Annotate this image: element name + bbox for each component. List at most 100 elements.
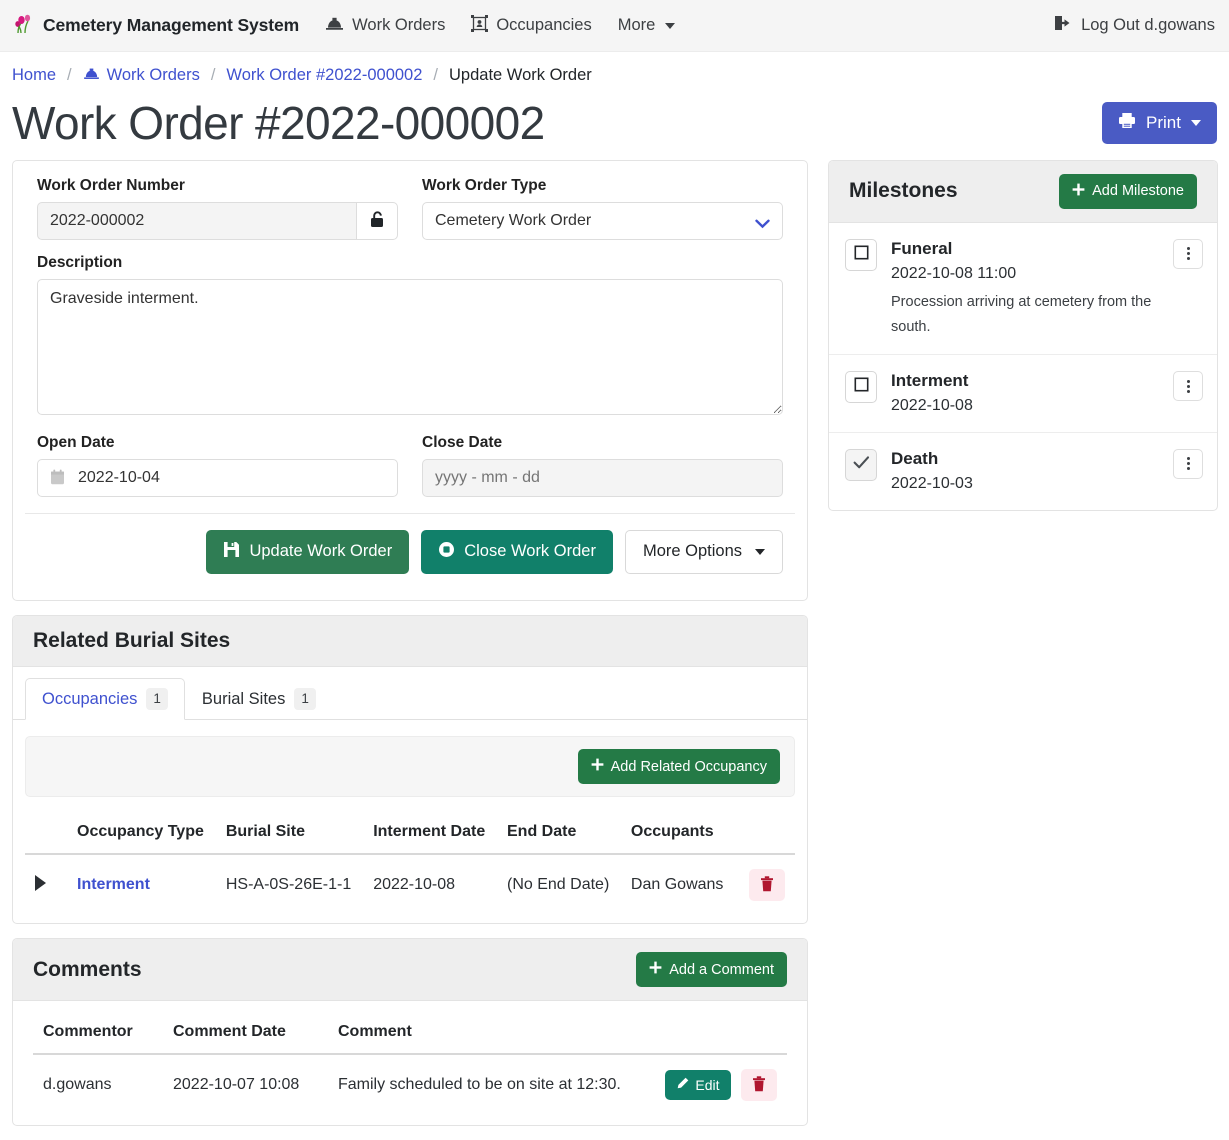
occupancies-table-body: Interment HS-A-0S-26E-1-1 2022-10-08 (No… — [25, 854, 795, 915]
nav-item-occupancies[interactable]: Occupancies — [471, 14, 592, 37]
col-expand — [25, 811, 67, 856]
delete-comment-button[interactable] — [741, 1069, 777, 1102]
milestone-menu-button[interactable] — [1173, 238, 1203, 269]
col-interment-date: Interment Date — [363, 811, 497, 856]
milestones-header: Milestones Add Milestone — [829, 160, 1217, 223]
hard-hat-icon — [83, 66, 100, 85]
cell-actions — [735, 854, 795, 915]
nav-item-work-orders[interactable]: Work Orders — [325, 16, 445, 36]
milestones-title: Milestones — [849, 179, 958, 203]
pencil-icon — [676, 1077, 689, 1093]
unlock-button[interactable] — [356, 201, 398, 240]
kebab-menu-icon — [1186, 379, 1190, 383]
milestone-checkbox[interactable] — [845, 371, 877, 404]
kebab-menu-icon — [1186, 384, 1190, 388]
occupancies-header-row: Occupancy Type Burial Site Interment Dat… — [25, 811, 795, 856]
milestone-checkbox[interactable] — [845, 448, 877, 481]
printer-icon — [1118, 112, 1136, 134]
milestones-card: Milestones Add Milestone — [828, 159, 1218, 511]
milestone-body: Interment 2022-10-08 — [891, 369, 1159, 418]
nav-item-more-label: More — [617, 16, 656, 34]
cell-comment: Family scheduled to be on site at 12:30. — [338, 1076, 621, 1094]
logout-button[interactable]: Log Out d.gowans — [1054, 15, 1215, 36]
checkmark-icon — [853, 455, 870, 475]
add-comment-button[interactable]: Add a Comment — [636, 952, 787, 988]
expand-triangle-icon[interactable] — [35, 874, 46, 891]
kebab-menu-icon — [1186, 247, 1190, 251]
add-related-occupancy-button[interactable]: Add Related Occupancy — [577, 749, 780, 785]
add-milestone-label: Add Milestone — [1092, 183, 1184, 200]
close-work-order-button[interactable]: Close Work Order — [421, 529, 613, 574]
milestone-item: Interment 2022-10-08 — [829, 355, 1217, 433]
breadcrumb-home[interactable]: Home — [12, 66, 57, 84]
open-date-input[interactable] — [37, 458, 398, 497]
open-date-wrap — [37, 458, 398, 497]
milestone-date: 2022-10-08 — [891, 396, 973, 414]
add-milestone-button[interactable]: Add Milestone — [1059, 173, 1197, 209]
close-date-input[interactable] — [422, 458, 783, 497]
more-options-label: More Options — [642, 542, 742, 561]
related-burial-sites-card: Related Burial Sites Occupancies 1 Buria… — [12, 614, 808, 925]
kebab-menu-icon — [1186, 462, 1190, 466]
trash-icon — [760, 875, 774, 895]
open-date-group: Open Date — [25, 434, 410, 497]
chevron-down-icon — [755, 548, 765, 555]
related-burial-sites-header: Related Burial Sites — [13, 615, 807, 667]
breadcrumb: Home / Work Orders / Work Order #2022-00… — [0, 52, 1229, 93]
occupancy-toolbar: Add Related Occupancy — [25, 736, 795, 798]
logout-label: Log Out d.gowans — [1081, 16, 1215, 34]
kebab-menu-icon — [1186, 467, 1190, 471]
milestone-menu-button[interactable] — [1173, 448, 1203, 479]
col-burial-site: Burial Site — [215, 811, 364, 856]
work-order-number-input[interactable] — [37, 201, 356, 240]
more-options-button[interactable]: More Options — [624, 529, 783, 574]
print-label: Print — [1146, 113, 1181, 133]
tab-occupancies-count: 1 — [146, 687, 168, 711]
occupancies-table-head: Occupancy Type Burial Site Interment Dat… — [25, 811, 795, 856]
print-button[interactable]: Print — [1102, 102, 1217, 145]
brand[interactable]: Cemetery Management System — [14, 13, 299, 39]
work-order-type-select-wrap — [422, 201, 783, 240]
edit-comment-button[interactable]: Edit — [665, 1070, 731, 1101]
milestone-menu-button[interactable] — [1173, 371, 1203, 402]
tab-occupancies[interactable]: Occupancies 1 — [25, 677, 185, 721]
col-occupants: Occupants — [620, 811, 735, 856]
breadcrumb-work-order[interactable]: Work Order #2022-000002 — [226, 66, 423, 84]
nav-item-more[interactable]: More — [618, 16, 676, 35]
update-work-order-label: Update Work Order — [249, 542, 393, 561]
related-burial-sites-title: Related Burial Sites — [33, 628, 231, 652]
table-row: Interment HS-A-0S-26E-1-1 2022-10-08 (No… — [25, 854, 795, 915]
description-label: Description — [37, 253, 123, 271]
col-comment-actions — [655, 1011, 787, 1056]
breadcrumb-work-orders-label: Work Orders — [106, 66, 200, 84]
milestone-date: 2022-10-08 11:00 — [891, 264, 1017, 282]
breadcrumb-separator: / — [210, 66, 216, 84]
add-comment-label: Add a Comment — [669, 961, 774, 978]
close-work-order-label: Close Work Order — [464, 542, 596, 561]
comments-header-row: Commentor Comment Date Comment — [33, 1011, 787, 1056]
cell-comment-date: 2022-10-07 10:08 — [173, 1076, 300, 1094]
col-actions — [735, 811, 795, 856]
cell-interment-date: 2022-10-08 — [373, 876, 456, 894]
tab-burial-sites[interactable]: Burial Sites 1 — [185, 678, 333, 720]
delete-occupancy-button[interactable] — [749, 869, 785, 902]
update-work-order-button[interactable]: Update Work Order — [206, 529, 410, 574]
comments-header: Comments Add a Comment — [13, 939, 807, 1002]
milestone-body: Death 2022-10-03 — [891, 447, 1159, 496]
title-row: Work Order #2022-000002 Print — [0, 93, 1229, 160]
close-date-group: Close Date — [410, 434, 795, 497]
work-order-type-select[interactable] — [422, 201, 783, 240]
milestone-name: Interment — [891, 371, 969, 391]
breadcrumb-separator: / — [433, 66, 438, 84]
kebab-menu-icon — [1186, 389, 1190, 393]
occupancy-type-link[interactable]: Interment — [77, 876, 150, 894]
milestone-checkbox[interactable] — [845, 238, 877, 271]
open-date-label: Open Date — [37, 433, 115, 451]
description-textarea[interactable]: Graveside interment. — [37, 278, 783, 415]
chevron-down-icon — [1191, 120, 1201, 127]
logout-icon — [1054, 15, 1072, 36]
trash-icon — [752, 1075, 766, 1095]
comments-table-wrap: Commentor Comment Date Comment d.gowans … — [13, 1001, 807, 1125]
unlock-icon — [370, 211, 385, 231]
breadcrumb-work-orders[interactable]: Work Orders — [83, 66, 200, 85]
